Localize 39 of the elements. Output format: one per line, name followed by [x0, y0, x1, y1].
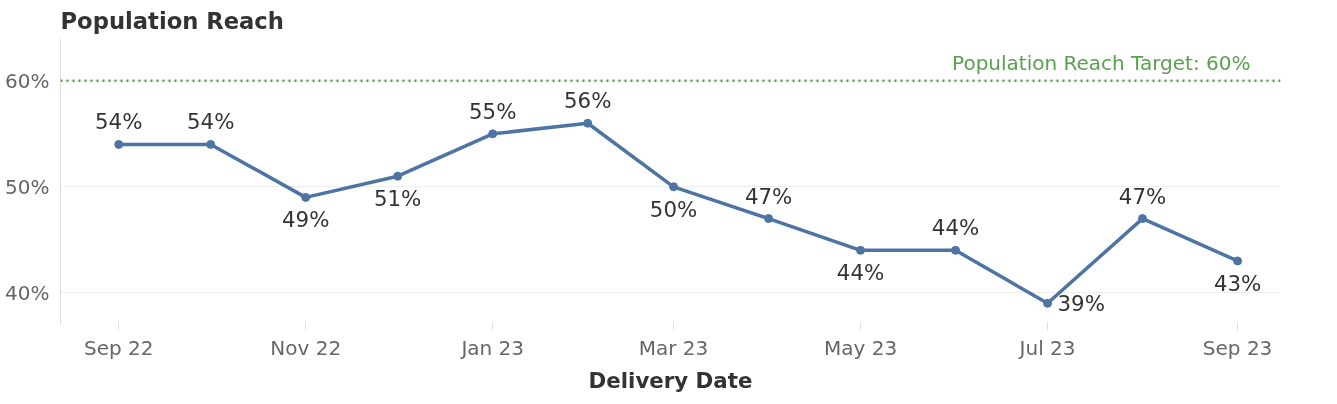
x-tick-label: Jan 23	[459, 335, 525, 360]
text: 44%	[931, 215, 980, 241]
text: 44%	[836, 260, 885, 286]
point	[301, 192, 311, 202]
point	[856, 245, 866, 255]
text: 39%	[1057, 290, 1105, 316]
x-tick-label: Sep 22	[83, 335, 154, 360]
point	[583, 118, 593, 128]
text: 43%	[1213, 270, 1262, 296]
x-tick-label: Mar 23	[638, 335, 709, 360]
text: 55%	[469, 98, 517, 124]
text: 54%	[95, 109, 143, 135]
point	[764, 214, 774, 224]
point	[488, 129, 498, 139]
x-tick-label: Sep 23	[1202, 335, 1273, 360]
point	[669, 182, 679, 192]
y-tick-label: 40%	[5, 280, 50, 305]
text: 47%	[744, 183, 793, 209]
text: 49%	[282, 207, 330, 233]
x-tick-label: Jul 23	[1017, 335, 1076, 360]
text: 54%	[187, 109, 235, 135]
point	[951, 245, 961, 255]
point	[1138, 214, 1148, 224]
point	[393, 171, 403, 181]
x-tick-label: Nov 22	[270, 335, 342, 360]
text: 50%	[649, 196, 698, 222]
point	[206, 139, 216, 149]
text: 47%	[1118, 183, 1167, 209]
point	[114, 139, 124, 149]
point	[1043, 298, 1053, 308]
x-tick-label: May 23	[823, 335, 898, 360]
chart-title: Population Reach	[60, 7, 284, 34]
point	[1233, 256, 1243, 266]
y-tick-label: 60%	[5, 68, 50, 93]
ref-line-label: Population Reach Target: 60%	[952, 50, 1251, 75]
y-tick-label: 50%	[5, 174, 50, 199]
x-axis-title: Delivery Date	[588, 367, 753, 393]
text: 51%	[373, 186, 422, 212]
text: 56%	[564, 88, 612, 114]
